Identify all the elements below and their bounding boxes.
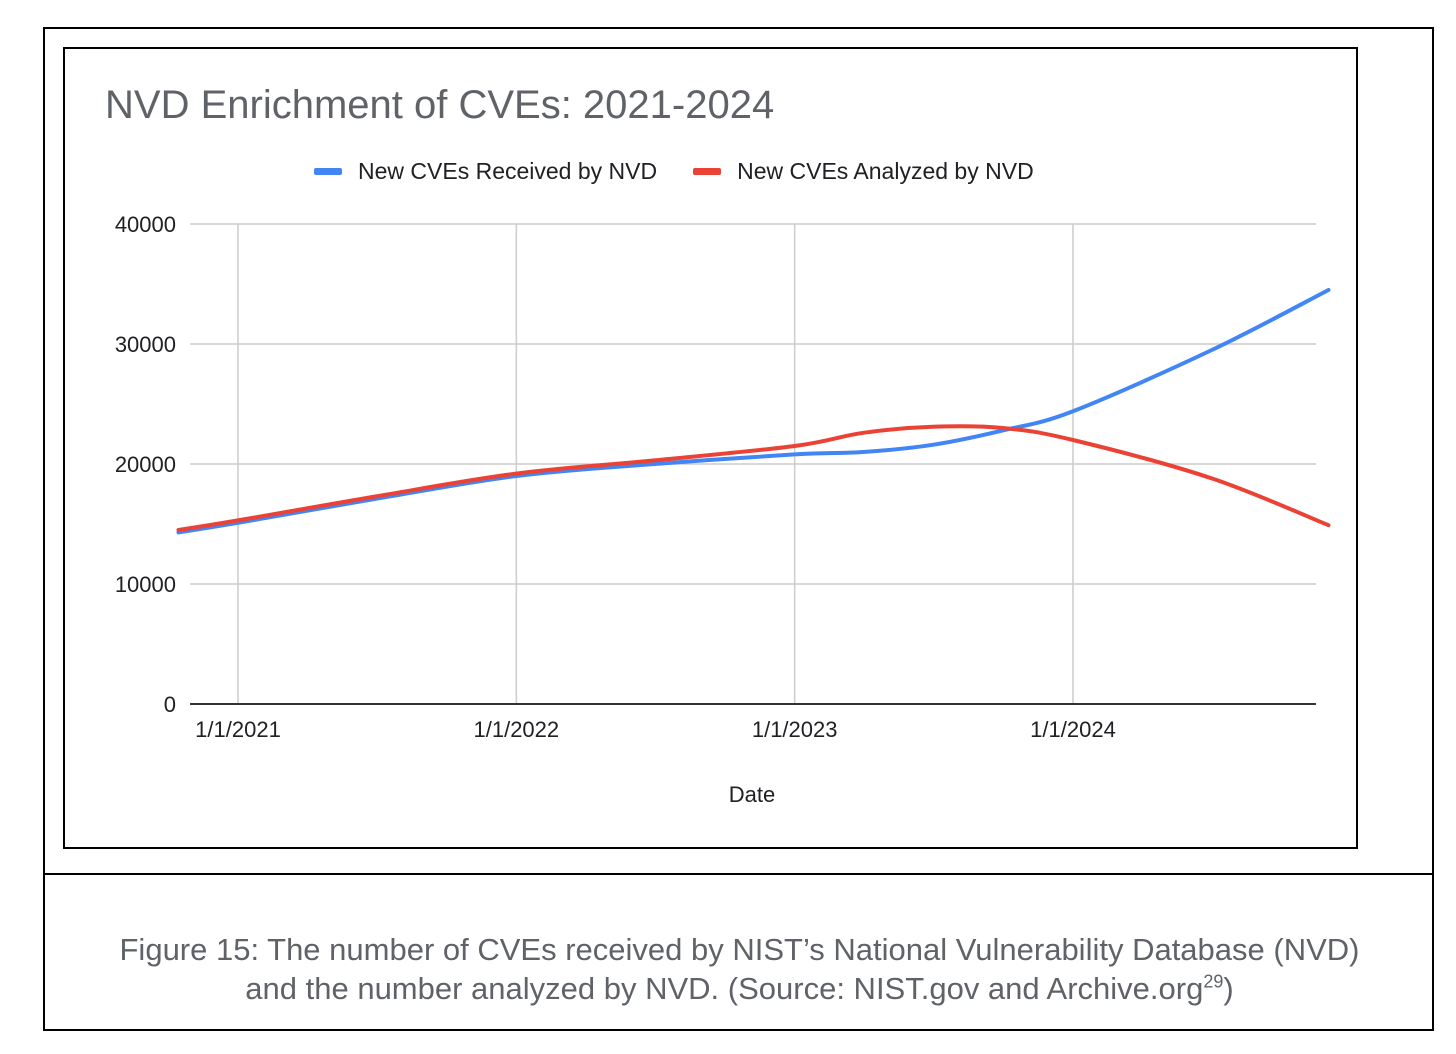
- y-tick-label: 30000: [115, 332, 176, 357]
- series-line-received: [176, 288, 1331, 535]
- y-tick-label: 20000: [115, 452, 176, 477]
- legend-label-received: New CVEs Received by NVD: [358, 157, 658, 184]
- chart-box: [63, 47, 1358, 849]
- x-axis-label: Date: [729, 782, 775, 807]
- x-tick-label: 1/1/2021: [195, 717, 281, 742]
- x-tick-label: 1/1/2024: [1030, 717, 1116, 742]
- legend-entry-analyzed: New CVEs Analyzed by NVD: [693, 158, 1034, 185]
- chart-title: NVD Enrichment of CVEs: 2021-2024: [105, 83, 775, 127]
- caption-line-2: and the number analyzed by NVD. (Source:…: [245, 971, 1204, 1006]
- legend-entry-received: New CVEs Received by NVD: [314, 158, 657, 185]
- legend-swatch-analyzed: [693, 167, 722, 175]
- x-tick-label: 1/1/2022: [474, 717, 560, 742]
- y-tick-label: 40000: [115, 212, 176, 237]
- y-tick-label: 10000: [115, 572, 176, 597]
- series-line-analyzed: [176, 424, 1331, 532]
- caption-footnote: 29: [1203, 971, 1224, 992]
- x-tick-label: 1/1/2023: [752, 717, 838, 742]
- legend-label-analyzed: New CVEs Analyzed by NVD: [737, 157, 1034, 184]
- legend-swatch-received: [314, 167, 342, 175]
- caption-close: ): [1223, 971, 1234, 1006]
- figure-frame: [43, 27, 1434, 1031]
- caption-line-1: Figure 15: The number of CVEs received b…: [119, 932, 1360, 967]
- figure-caption: Figure 15: The number of CVEs received b…: [45, 930, 1434, 1008]
- y-tick-label: 0: [164, 692, 176, 717]
- chart-legend: New CVEs Received by NVD New CVEs Analyz…: [314, 156, 1070, 186]
- caption-divider: [43, 873, 1434, 875]
